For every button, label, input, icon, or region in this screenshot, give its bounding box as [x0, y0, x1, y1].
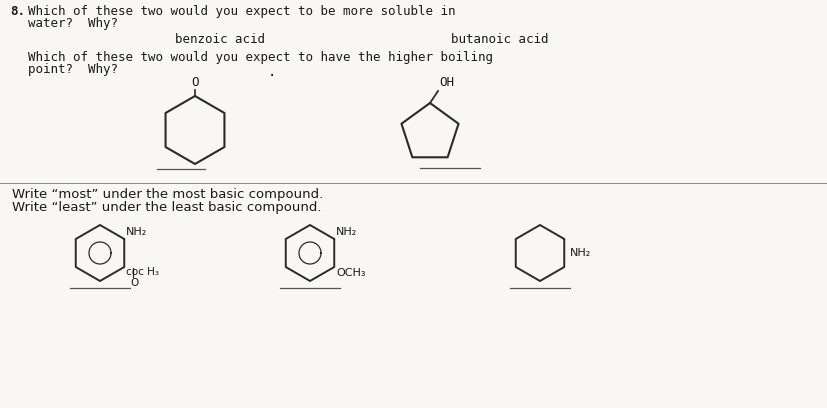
Text: NH₂: NH₂	[336, 227, 357, 237]
Text: water?  Why?: water? Why?	[28, 17, 118, 30]
Text: OCH₃: OCH₃	[336, 268, 366, 278]
Text: coc H₃: coc H₃	[126, 267, 159, 277]
Text: Write “least” under the least basic compound.: Write “least” under the least basic comp…	[12, 201, 321, 214]
Text: Which of these two would you expect to be more soluble in: Which of these two would you expect to b…	[28, 5, 455, 18]
Text: butanoic acid: butanoic acid	[451, 33, 548, 46]
Text: 8.: 8.	[10, 5, 25, 18]
Text: NH₂: NH₂	[126, 227, 147, 237]
Text: .: .	[268, 65, 276, 79]
Text: O: O	[130, 278, 138, 288]
Text: benzoic acid: benzoic acid	[174, 33, 265, 46]
Text: OH: OH	[438, 76, 453, 89]
Text: Which of these two would you expect to have the higher boiling: Which of these two would you expect to h…	[28, 51, 492, 64]
Text: Write “most” under the most basic compound.: Write “most” under the most basic compou…	[12, 188, 323, 201]
Text: O: O	[191, 76, 198, 89]
Text: point?  Why?: point? Why?	[28, 63, 118, 76]
Text: NH₂: NH₂	[569, 248, 590, 258]
